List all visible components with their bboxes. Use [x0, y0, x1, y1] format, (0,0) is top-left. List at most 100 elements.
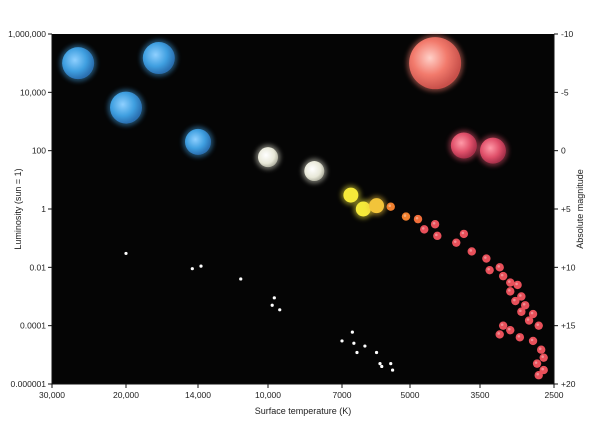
y2-tick-label: 0: [561, 146, 566, 156]
star-highlight: [530, 338, 534, 342]
main-sequence-star: [495, 263, 504, 272]
star-highlight: [388, 204, 392, 207]
star-body: [536, 345, 546, 354]
main-sequence-star: [340, 185, 361, 206]
main-sequence-star: [524, 316, 534, 325]
main-sequence-star: [485, 265, 494, 275]
star-body: [459, 229, 469, 239]
main-sequence-star: [528, 309, 538, 319]
star-highlight: [534, 361, 538, 364]
white-dwarf-star: [350, 330, 354, 334]
star-highlight: [415, 216, 419, 220]
star-body: [185, 128, 211, 155]
star-body: [520, 301, 530, 310]
y-tick-label: 0.0001: [20, 321, 46, 331]
star-highlight: [541, 367, 544, 371]
star-body: [498, 321, 508, 330]
x-axis-title: Surface temperature (K): [255, 406, 352, 416]
main-sequence-star: [528, 336, 538, 346]
star-body: [258, 147, 278, 168]
star-body: [528, 336, 538, 346]
star-body: [272, 296, 276, 300]
main-sequence-star: [532, 359, 542, 368]
star-body: [369, 198, 385, 214]
star-highlight: [507, 280, 511, 283]
star-highlight: [435, 233, 438, 237]
star-body: [350, 330, 354, 334]
star-body: [363, 344, 367, 348]
star-body: [515, 333, 525, 342]
main-sequence-star: [534, 321, 543, 330]
x-tick-label: 30,000: [39, 390, 65, 400]
y-ticks: 1,000,000 10,000 100 1 0.01 0.0001 0.000001: [8, 29, 52, 389]
star-highlight: [517, 334, 521, 338]
x-tick-label: 20,000: [113, 390, 139, 400]
star-body: [239, 277, 243, 281]
main-sequence-star: [520, 301, 530, 310]
y2-tick-label: +5: [561, 204, 571, 214]
star-body: [190, 267, 194, 271]
white-dwarf-star: [363, 344, 367, 348]
star-body: [517, 292, 526, 301]
main-sequence-star: [536, 345, 546, 354]
x-tick-label: 2500: [545, 390, 564, 400]
white-dwarf-star: [239, 277, 243, 281]
star-body: [124, 251, 128, 256]
star-body: [528, 309, 538, 319]
star-body: [374, 350, 379, 355]
star-highlight: [500, 273, 504, 277]
y-tick-label: 100: [32, 146, 46, 156]
star-highlight: [453, 240, 457, 243]
star-body: [352, 341, 356, 345]
star-body: [199, 264, 203, 268]
star-body: [517, 307, 526, 316]
star-highlight: [497, 332, 501, 335]
star-body: [479, 137, 506, 164]
star-highlight: [403, 214, 407, 217]
main-sequence-star: [511, 296, 520, 306]
main-sequence-star: [433, 231, 442, 241]
star-body: [506, 325, 515, 335]
main-sequence-star: [482, 254, 491, 263]
supergiant-star: [59, 44, 97, 82]
star-body: [409, 37, 462, 90]
x-tick-label: 7000: [333, 390, 352, 400]
star-body: [513, 280, 522, 290]
star-body: [355, 350, 359, 355]
stars-layer: [59, 34, 548, 380]
star-highlight: [530, 311, 534, 315]
x-tick-label: 14,000: [185, 390, 211, 400]
star-body: [534, 321, 543, 330]
white-dwarf-star: [374, 350, 379, 355]
star-body: [495, 330, 504, 339]
main-sequence-star: [413, 214, 423, 224]
star-highlight: [526, 318, 530, 321]
star-body: [304, 161, 325, 182]
x-tick-label: 3500: [471, 390, 490, 400]
main-sequence-star: [506, 325, 515, 335]
white-dwarf-star: [380, 364, 384, 369]
y2-tick-label: +15: [561, 321, 576, 331]
white-dwarf-star: [278, 308, 282, 312]
star-body: [278, 308, 282, 312]
white-dwarf-star: [272, 296, 276, 300]
main-sequence-star: [517, 307, 526, 316]
main-sequence-star: [452, 238, 461, 247]
x-tick-label: 10,000: [255, 390, 281, 400]
star-highlight: [536, 372, 540, 376]
main-sequence-star: [420, 225, 429, 234]
main-sequence-star: [506, 278, 515, 287]
y2-ticks: -10 -5 0 +5 +10 +15 +20: [554, 29, 576, 389]
star-body: [413, 214, 423, 224]
star-body: [467, 247, 476, 256]
star-highlight: [461, 231, 465, 235]
star-body: [378, 362, 382, 366]
y2-tick-label: +10: [561, 262, 576, 272]
star-highlight: [469, 249, 473, 252]
main-sequence-star: [467, 247, 476, 256]
star-body: [485, 265, 494, 275]
star-body: [420, 225, 429, 234]
white-dwarf-star: [124, 251, 128, 256]
star-highlight: [500, 323, 504, 326]
